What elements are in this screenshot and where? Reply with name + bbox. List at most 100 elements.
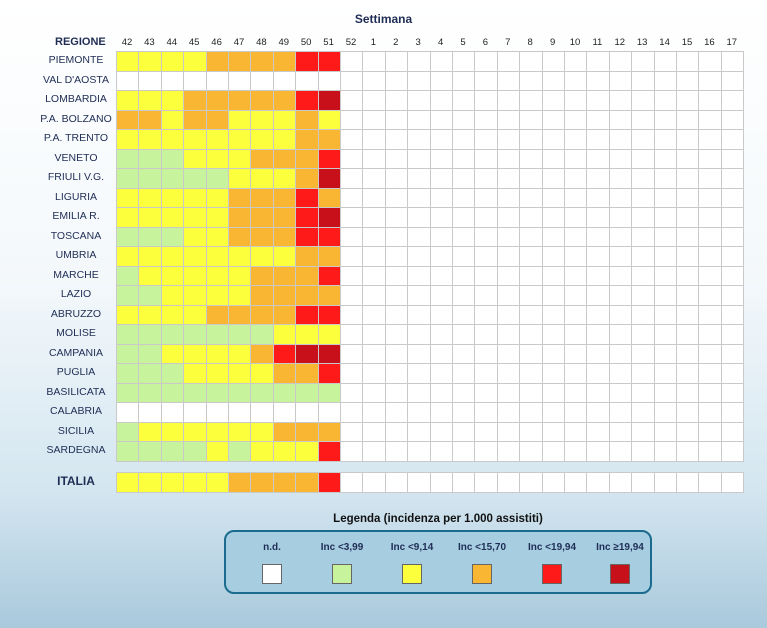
heatmap-cell [341, 364, 364, 384]
week-label: 44 [166, 37, 178, 48]
legend-swatch [610, 564, 630, 584]
heatmap-cell [721, 110, 745, 130]
heatmap-cell [587, 247, 610, 267]
heatmap-cell [565, 227, 588, 247]
heatmap-cell [430, 364, 453, 384]
heatmap-cell [251, 110, 274, 130]
heatmap-cell [699, 52, 722, 72]
heatmap-cell [654, 188, 677, 208]
heatmap-cell [273, 169, 297, 189]
heatmap-cell [318, 442, 341, 462]
heatmap-cell [273, 286, 297, 306]
heatmap-cell [273, 227, 297, 247]
heatmap-cell [273, 266, 297, 286]
heatmap-cell [587, 91, 610, 111]
heatmap-cell [587, 188, 610, 208]
heatmap-cell [251, 266, 274, 286]
heatmap-cell [520, 422, 543, 442]
heatmap-cell [430, 208, 453, 228]
heatmap-cell [296, 403, 319, 423]
heatmap-cell [632, 305, 655, 325]
heatmap-cell [184, 52, 207, 72]
heatmap-cell [699, 91, 722, 111]
heatmap-cell [117, 208, 140, 228]
heatmap-cell [206, 266, 229, 286]
heatmap-cell [699, 169, 722, 189]
heatmap-cell [475, 52, 498, 72]
heatmap-cell [497, 286, 521, 306]
heatmap-cell [363, 149, 386, 169]
week-label: 11 [592, 37, 603, 48]
heatmap-cell [632, 188, 655, 208]
heatmap-cell [117, 188, 140, 208]
legend-title: Legenda (incidenza per 1.000 assistiti) [333, 513, 543, 525]
heatmap-cell [117, 442, 140, 462]
heatmap-cell [721, 130, 745, 150]
heatmap-cell [161, 130, 185, 150]
heatmap-cell [565, 188, 588, 208]
heatmap-cell [721, 286, 745, 306]
heatmap-cell [206, 169, 229, 189]
heatmap-cell [542, 91, 565, 111]
region-column-header: REGIONE [55, 36, 106, 48]
heatmap-cell [632, 208, 655, 228]
region-label: VAL D'AOSTA [43, 73, 109, 86]
week-label: 3 [415, 37, 421, 48]
heatmap-cell [520, 227, 543, 247]
heatmap-cell [475, 325, 498, 345]
heatmap-cell [139, 442, 162, 462]
heatmap-cell [497, 91, 521, 111]
heatmap-cell [609, 110, 633, 130]
heatmap-cell [251, 442, 274, 462]
heatmap-cell [229, 286, 252, 306]
heatmap-cell [654, 442, 677, 462]
heatmap-cell [497, 52, 521, 72]
heatmap-cell [296, 364, 319, 384]
heatmap-cell [251, 473, 274, 493]
heatmap-cell [408, 91, 431, 111]
heatmap-cell [363, 344, 386, 364]
heatmap-cell [273, 442, 297, 462]
heatmap-cell [161, 286, 185, 306]
heatmap-cell [699, 247, 722, 267]
heatmap-cell [363, 110, 386, 130]
heatmap-cell [609, 364, 633, 384]
heatmap-cell [565, 383, 588, 403]
heatmap-cell [161, 91, 185, 111]
heatmap-cell [565, 442, 588, 462]
heatmap-cell [161, 403, 185, 423]
heatmap-cell [139, 91, 162, 111]
heatmap-cell [677, 305, 700, 325]
heatmap-cell [408, 169, 431, 189]
heatmap-cell [565, 286, 588, 306]
heatmap-cell [699, 344, 722, 364]
heatmap-cell [677, 208, 700, 228]
heatmap-cell [117, 91, 140, 111]
heatmap-cell [542, 403, 565, 423]
heatmap-cell [184, 110, 207, 130]
heatmap-cell [497, 130, 521, 150]
heatmap-cell [408, 473, 431, 493]
heatmap-cell [632, 383, 655, 403]
heatmap-cell [520, 247, 543, 267]
region-label: LOMBARDIA [45, 93, 107, 105]
heatmap-cell [677, 130, 700, 150]
heatmap-cell [565, 403, 588, 423]
heatmap-cell [341, 305, 364, 325]
heatmap-cell [117, 364, 140, 384]
heatmap-cell [632, 422, 655, 442]
heatmap-cell [408, 403, 431, 423]
heatmap-cell [587, 383, 610, 403]
heatmap-cell [430, 325, 453, 345]
heatmap-cell [721, 52, 745, 72]
heatmap-cell [453, 473, 476, 493]
heatmap-cell [587, 266, 610, 286]
heatmap-cell [229, 149, 252, 169]
heatmap-cell [609, 208, 633, 228]
week-label: 48 [256, 37, 267, 48]
heatmap-cell [475, 247, 498, 267]
heatmap-cell [273, 305, 297, 325]
heatmap-cell [139, 71, 162, 91]
heatmap-cell [520, 266, 543, 286]
heatmap-cell [229, 91, 252, 111]
